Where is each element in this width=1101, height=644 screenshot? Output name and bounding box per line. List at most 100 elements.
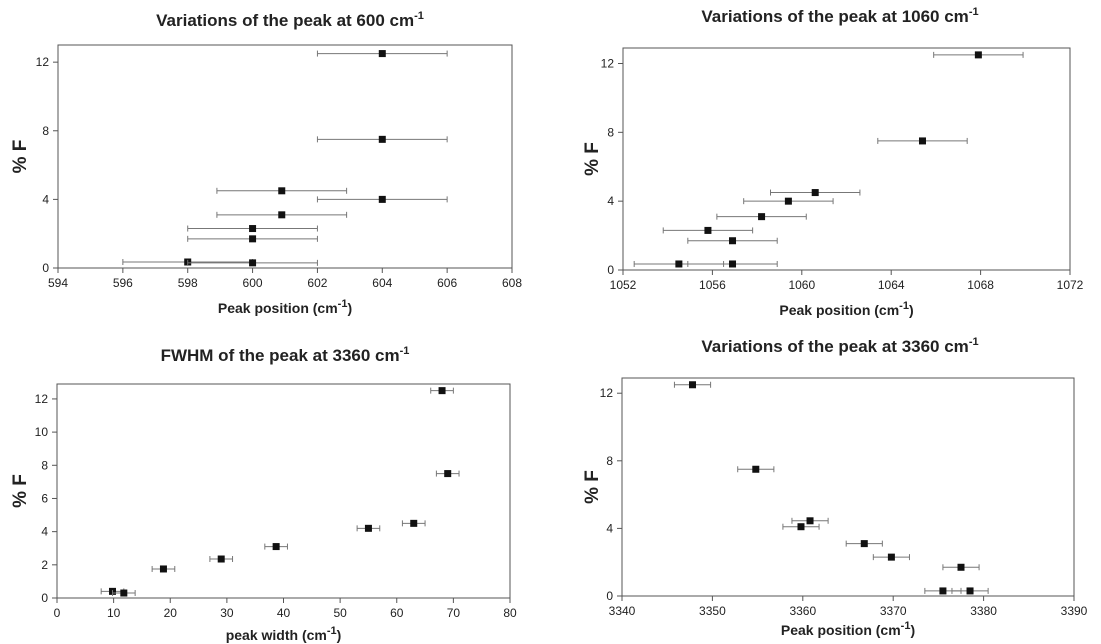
x-tick-label: 1072	[1057, 278, 1084, 292]
data-point	[752, 465, 760, 473]
chart-title-superscript: -1	[400, 345, 410, 357]
y-axis-label: % F	[10, 474, 31, 508]
x-axis-label-superscript: -1	[338, 298, 348, 310]
plot-frame	[622, 47, 1071, 271]
x-tick-label: 1060	[788, 278, 815, 292]
y-tick-label: 0	[41, 591, 48, 605]
x-tick-label: 598	[178, 276, 198, 290]
x-tick-label: 606	[437, 276, 457, 290]
chart-title-superscript: -1	[414, 10, 424, 22]
chart-panel-3360: Variations of the peak at 3360 cm-1 3340 3…	[582, 336, 1088, 638]
y-tick-label: 8	[606, 454, 613, 468]
x-tick-label: 40	[277, 606, 291, 620]
y-tick-label: 12	[36, 55, 50, 69]
data-point	[974, 51, 982, 59]
data-point	[887, 553, 895, 561]
x-tick-label: 70	[447, 606, 461, 620]
x-tick-label: 10	[107, 606, 121, 620]
data-point	[120, 589, 128, 597]
x-tick-label: 608	[502, 276, 522, 290]
chart-panel-1060: Variations of the peak at 1060 cm-1 1052 1…	[582, 6, 1084, 318]
x-axis-label: Peak position (cm-1)	[781, 620, 915, 638]
x-axis-label-suffix: )	[910, 622, 915, 638]
y-tick-label: 4	[607, 194, 614, 208]
x-tick-label: 80	[503, 606, 517, 620]
x-tick-label: 3370	[880, 604, 907, 618]
x-tick-label: 602	[307, 276, 327, 290]
data-point	[278, 211, 286, 219]
x-tick-label: 3350	[699, 604, 726, 618]
x-tick-label: 1052	[610, 278, 637, 292]
y-tick-label: 12	[601, 56, 615, 70]
data-point	[729, 237, 737, 245]
chart-title: Variations of the peak at 600 cm-1	[156, 10, 424, 30]
x-tick-label: 594	[48, 276, 68, 290]
data-point	[249, 259, 257, 267]
x-tick-label: 3390	[1061, 604, 1088, 618]
y-tick-label: 0	[606, 589, 613, 603]
data-point	[966, 587, 974, 595]
data-point	[159, 565, 167, 573]
x-tick-label: 0	[54, 606, 61, 620]
data-point	[217, 555, 225, 563]
x-tick-label: 600	[243, 276, 263, 290]
x-axis-label-superscript: -1	[327, 625, 337, 637]
data-point	[249, 235, 257, 243]
y-tick-label: 8	[42, 124, 49, 138]
data-point	[278, 187, 286, 195]
x-tick-label: 50	[333, 606, 347, 620]
y-tick-label: 6	[41, 491, 48, 505]
x-axis-label: Peak position (cm-1)	[779, 300, 913, 318]
chart-title: Variations of the peak at 1060 cm-1	[701, 6, 978, 26]
plot-frame	[56, 383, 511, 599]
y-tick-label: 8	[607, 125, 614, 139]
data-point	[689, 381, 697, 389]
x-tick-label: 1068	[967, 278, 994, 292]
data-point	[438, 387, 446, 395]
y-axis-label: % F	[582, 142, 603, 176]
x-axis-label-suffix: )	[347, 300, 352, 316]
data-point	[410, 519, 418, 527]
y-tick-label: 0	[607, 263, 614, 277]
x-tick-label: 3380	[970, 604, 997, 618]
data-point	[939, 587, 947, 595]
x-axis-label-superscript: -1	[901, 620, 911, 632]
x-tick-label: 20	[164, 606, 178, 620]
chart-panel-fwhm-3360: FWHM of the peak at 3360 cm-10 10 20 30 40 50…	[10, 345, 517, 643]
data-point	[704, 226, 712, 234]
x-axis-label-suffix: )	[337, 627, 342, 643]
x-axis-label-suffix: )	[909, 302, 914, 318]
chart-title-superscript: -1	[969, 6, 979, 18]
data-point	[378, 50, 386, 58]
x-tick-label: 3360	[789, 604, 816, 618]
x-tick-label: 1064	[878, 278, 905, 292]
y-tick-label: 4	[41, 525, 48, 539]
data-point	[860, 540, 868, 548]
data-point	[797, 523, 805, 531]
y-tick-label: 8	[41, 458, 48, 472]
data-point	[784, 197, 792, 205]
x-tick-label: 30	[220, 606, 234, 620]
data-point	[758, 213, 766, 221]
data-point	[378, 135, 386, 143]
x-axis-label: peak width (cm-1)	[226, 625, 342, 643]
x-tick-label: 1056	[699, 278, 726, 292]
data-point	[675, 260, 683, 268]
chart-title: FWHM of the peak at 3360 cm-1	[161, 345, 410, 365]
y-tick-label: 2	[41, 558, 48, 572]
chart-title-superscript: -1	[969, 336, 979, 348]
y-tick-label: 4	[606, 521, 613, 535]
chart-panel-600: Variations of the peak at 600 cm-1 594 596…	[10, 10, 522, 316]
y-tick-label: 12	[35, 392, 49, 406]
y-tick-label: 10	[35, 425, 49, 439]
plot-frame	[621, 377, 1075, 597]
x-tick-label: 604	[372, 276, 392, 290]
x-axis-label-superscript: -1	[899, 300, 909, 312]
data-point	[811, 189, 819, 197]
x-tick-label: 60	[390, 606, 404, 620]
x-axis-label: Peak position (cm-1)	[218, 298, 352, 316]
x-tick-label: 596	[113, 276, 133, 290]
data-point	[806, 517, 814, 525]
plot-frame	[57, 44, 513, 269]
